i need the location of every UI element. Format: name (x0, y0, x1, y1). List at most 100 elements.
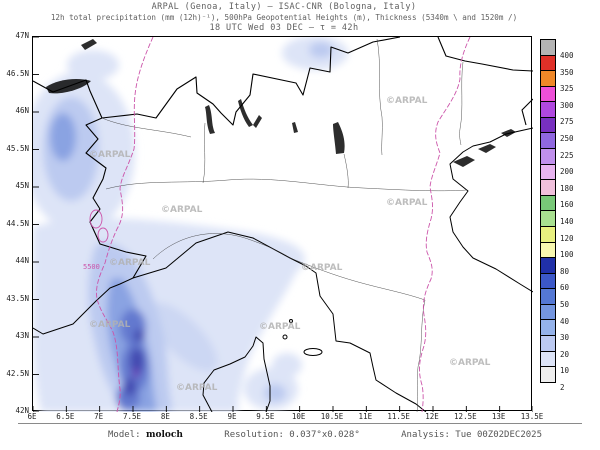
x-tick-label: 8.5E (189, 412, 208, 421)
colorbar-label: 30 (560, 333, 570, 343)
y-tick-label: 42N (15, 406, 29, 415)
colorbar-label: 400 (560, 51, 574, 61)
colorbar-swatches (540, 39, 556, 383)
header: ARPAL (Genoa, Italy) – ISAC-CNR (Bologna… (0, 2, 568, 33)
colorbar-swatch (540, 179, 556, 196)
colorbar-swatch (540, 210, 556, 227)
colorbar-swatch (540, 54, 556, 72)
arpal-watermark: ©ARPAL (259, 322, 301, 332)
x-tick-label: 11E (358, 412, 373, 421)
colorbar-label: 20 (560, 349, 570, 359)
colorbar-swatch (540, 303, 556, 321)
colorbar-swatch (540, 350, 556, 368)
colorbar-label: 300 (560, 100, 574, 110)
arpal-watermark: ©ARPAL (449, 358, 491, 368)
colorbar-label: 10 (560, 366, 570, 376)
map-svg: 5500 ©ARPAL ©ARPAL ©ARPAL ©ARPAL ©ARPAL ©ARPA… (33, 37, 533, 412)
thickness-contours: 5500 (83, 37, 471, 412)
colorbar-label: 100 (560, 250, 574, 260)
colorbar-label: 350 (560, 67, 574, 77)
model-value: moloch (145, 430, 183, 440)
header-validtime-line: 18 UTC Wed 03 DEC – τ = 42h (209, 23, 359, 33)
colorbar-swatch (540, 39, 556, 56)
x-tick-label: 10.5E (320, 412, 344, 421)
arpal-watermark: ©ARPAL (176, 383, 218, 393)
colorbar-swatch (540, 241, 556, 259)
colorbar-swatch (540, 334, 556, 352)
thickness-contour-west (96, 37, 154, 412)
colorbar-swatch (540, 288, 556, 305)
colorbar-label: 80 (560, 266, 570, 276)
arpal-watermark: ©ARPAL (109, 258, 151, 268)
model-text: Model: moloch (108, 430, 183, 440)
x-tick-label: 8E (160, 412, 170, 421)
model-label: Model: (108, 430, 141, 440)
colorbar-swatch (540, 132, 556, 150)
x-tick-label: 7E (94, 412, 104, 421)
colorbar-swatch (540, 366, 556, 383)
arpal-watermark: ©ARPAL (89, 320, 131, 330)
arpal-watermark: ©ARPAL (386, 96, 428, 106)
x-tick-label: 6E (27, 412, 37, 421)
y-tick-label: 45N (15, 181, 29, 190)
contour-label-5500: 5500 (83, 263, 100, 271)
y-tick-label: 43N (15, 331, 29, 340)
colorbar-swatch (540, 319, 556, 336)
footer: Model: moloch Resolution: 0.037°x0.028° … (30, 430, 542, 440)
colorbar-swatch (540, 225, 556, 243)
colorbar-swatch (540, 101, 556, 118)
footer-divider (18, 423, 582, 424)
country-borders (33, 37, 533, 279)
colorbar-label: 200 (560, 167, 574, 177)
x-tick-label: 9E (227, 412, 237, 421)
x-tick-label: 12E (425, 412, 439, 421)
x-tick-label: 12.5E (454, 412, 477, 421)
colorbar-swatch (540, 272, 556, 290)
y-tick-label: 47N (15, 31, 29, 40)
colorbar-label: 120 (560, 233, 574, 243)
colorbar-label: 250 (560, 134, 574, 144)
x-tick-label: 11.5E (387, 412, 410, 421)
colorbar-swatch (540, 163, 556, 181)
precipitation-shading (33, 37, 348, 412)
colorbar-swatch (540, 257, 556, 274)
colorbar (540, 39, 556, 383)
x-tick-label: 9.5E (256, 412, 275, 421)
colorbar-label: 50 (560, 299, 570, 309)
colorbar-label: 160 (560, 200, 574, 210)
y-tick-label: 45.5N (6, 143, 29, 153)
colorbar-label: 140 (560, 216, 574, 226)
arpal-watermark: ©ARPAL (386, 198, 428, 208)
contour-closed-loop (89, 209, 103, 229)
header-org-line: ARPAL (Genoa, Italy) – ISAC-CNR (Bologna… (151, 2, 417, 12)
arpal-watermark: ©ARPAL (301, 263, 343, 273)
y-tick-label: 44N (15, 256, 29, 265)
map-canvas: 5500 ©ARPAL ©ARPAL ©ARPAL ©ARPAL ©ARPAL ©ARPA… (32, 36, 533, 412)
colorbar-label: 325 (560, 84, 574, 94)
y-tick-label: 46N (15, 106, 29, 115)
colorbar-swatch (540, 116, 556, 134)
y-tick-label: 43.5N (6, 293, 29, 303)
arpal-watermark: ©ARPAL (161, 205, 203, 215)
thickness-contour-east (419, 37, 471, 412)
header-product-line: 12h total precipitation (mm (12h)⁻¹), 50… (50, 13, 518, 22)
y-tick-label: 46.5N (6, 68, 29, 78)
x-tick-label: 6.5E (56, 412, 75, 421)
colorbar-label: 2 (560, 382, 565, 392)
colorbar-label: 180 (560, 183, 574, 193)
colorbar-label: 40 (560, 316, 570, 326)
resolution-text: Resolution: 0.037°x0.028° (224, 430, 360, 440)
colorbar-swatch (540, 70, 556, 87)
colorbar-label: 275 (560, 117, 574, 127)
x-tick-label: 10E (291, 412, 306, 421)
contour-closed-loop (97, 227, 109, 243)
x-tick-label: 13.5E (520, 412, 544, 421)
coastline-path (33, 127, 533, 412)
regional-borders (101, 38, 468, 412)
analysis-text: Analysis: Tue 00Z02DEC2025 (401, 430, 542, 440)
y-tick-label: 42.5N (6, 368, 29, 378)
colorbar-label: 60 (560, 283, 570, 293)
x-tick-label: 7.5E (122, 412, 142, 421)
colorbar-label: 225 (560, 150, 574, 160)
